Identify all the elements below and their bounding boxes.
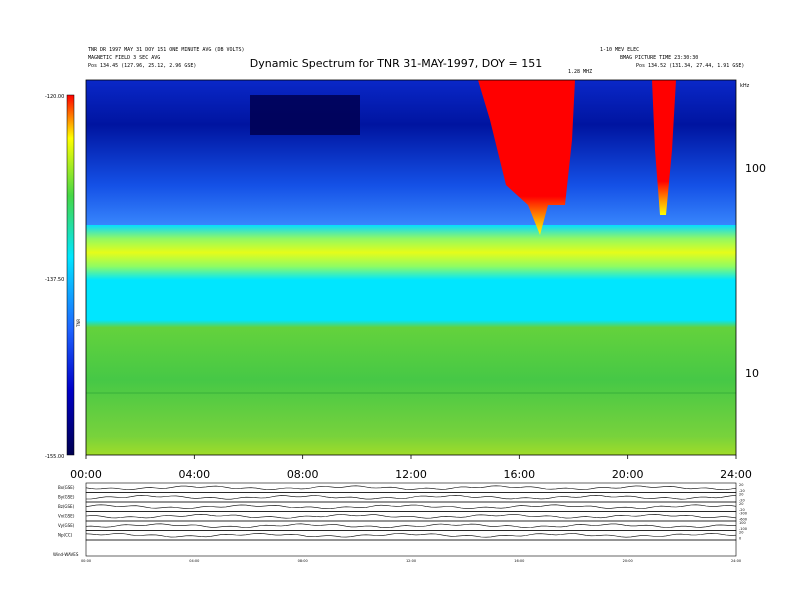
header-right-line3: Pos 134.52 (131.34, 27.44, 1.91 GSE) <box>636 63 745 69</box>
x-tick-label: 20:00 <box>612 468 644 481</box>
y-unit-label: kHz <box>740 83 750 89</box>
header-right-small: 1.28 MHZ <box>568 69 593 75</box>
y-tick-10: 10 <box>745 367 759 380</box>
x-tick-label: 04:00 <box>178 468 210 481</box>
panel-tick-label: -600 <box>739 518 747 522</box>
panel-label: By(GSE) <box>58 495 75 500</box>
panel-tick-label: -20 <box>739 499 745 503</box>
x-tick-label: 12:00 <box>395 468 427 481</box>
panel-tick-label: 20 <box>739 502 743 506</box>
x-axis: 00:00 04:00 08:00 12:00 16:00 20:00 24:00 <box>70 455 752 481</box>
panel-x-tick-label: 24:00 <box>731 559 741 563</box>
panel-trace <box>85 523 736 529</box>
panel-tick-label: -20 <box>739 508 745 512</box>
panel-frame <box>85 482 737 493</box>
panel-x-tick-label: 08:00 <box>298 559 308 563</box>
dark-region <box>250 95 360 135</box>
type-iii-burst-second <box>652 80 676 215</box>
colorbar-tick-mid: -137.50 <box>45 277 64 283</box>
panel-tick-label: 0 <box>739 537 741 541</box>
panel-frame <box>85 530 737 541</box>
panel-trace <box>86 494 737 500</box>
panel-frame <box>85 501 737 512</box>
panel-tick-label: 20 <box>739 493 743 497</box>
x-tick-label: 16:00 <box>503 468 535 481</box>
chart-title: Dynamic Spectrum for TNR 31-MAY-1997, DO… <box>249 57 543 70</box>
green-floor-band <box>86 392 736 394</box>
panel-tick-label: -100 <box>739 527 747 531</box>
header-right-line2: BMAG PICTURE TIME 23:30:30 <box>620 55 699 61</box>
panel-label: Vx(GSE) <box>58 514 75 519</box>
panel-trace <box>85 485 737 491</box>
colorbar-label: TNR <box>76 319 81 328</box>
panel-x-tick-label: 04:00 <box>189 559 199 563</box>
panel-trace <box>85 513 737 519</box>
panel-label: Vy(GSE) <box>58 523 75 528</box>
panel-tick-label: 20 <box>739 483 743 487</box>
x-tick-label: 24:00 <box>720 468 752 481</box>
plasma-line-band <box>86 225 736 280</box>
colorbar <box>66 94 75 456</box>
panel-tick-label: 20 <box>739 531 743 535</box>
panel-x-tick-label: 12:00 <box>406 559 416 563</box>
x-tick-label: 00:00 <box>70 468 102 481</box>
panel-x-tick-label: 00:00 <box>81 559 91 563</box>
panel-tick-label: 100 <box>739 521 746 525</box>
header-left-line1: TNR DR 1997 MAY 31 DOY 151 ONE MINUTE AV… <box>88 47 245 53</box>
type-iii-burst-main <box>478 80 575 235</box>
x-tick-label: 08:00 <box>287 468 319 481</box>
y-tick-100: 100 <box>745 162 766 175</box>
panel-label: Bz(GSE) <box>58 504 75 509</box>
header-left-line3: Pos 134.45 (127.96, 25.12, 2.96 GSE) <box>88 63 197 69</box>
panel-x-tick-label: 16:00 <box>514 559 524 563</box>
panel-tick-label: -300 <box>739 512 747 516</box>
panel-label: Np(CC) <box>58 533 73 538</box>
spectrogram-area <box>85 79 737 456</box>
panel-tick-label: -20 <box>739 489 745 493</box>
footer-left: Wind-WAVES <box>53 552 79 557</box>
colorbar-tick-bottom: -155.00 <box>45 454 64 460</box>
panel-label: Bx(GSE) <box>58 485 75 490</box>
panel-frame-bottom <box>85 539 737 557</box>
panel-trace <box>85 532 737 538</box>
header-left-line2: MAGNETIC FIELD 3 SEC AVG <box>88 55 161 61</box>
panel-trace <box>85 504 737 510</box>
panel-x-tick-label: 20:00 <box>623 559 633 563</box>
colorbar-tick-top: -120.00 <box>45 94 64 100</box>
header-right-line1: 1-10 MEV ELEC <box>600 47 640 53</box>
